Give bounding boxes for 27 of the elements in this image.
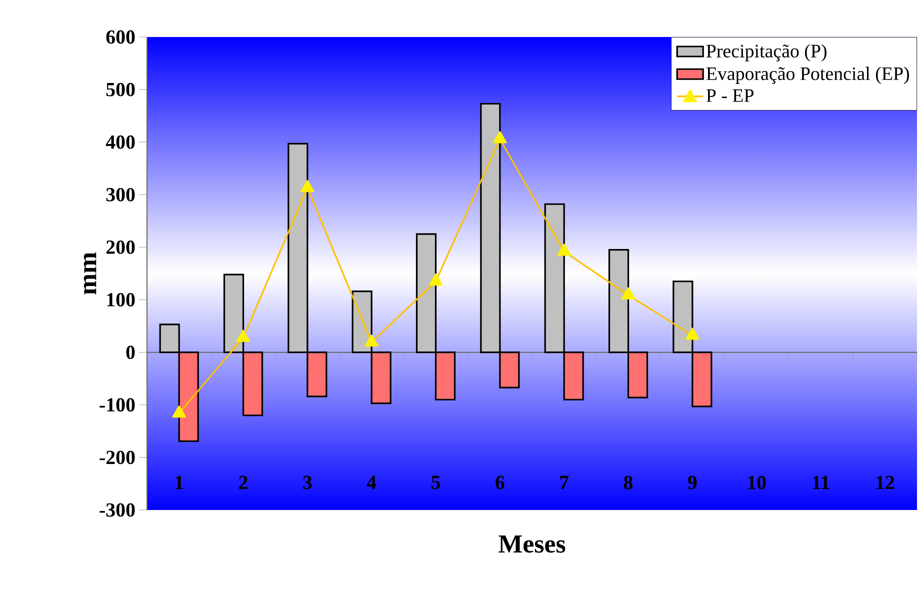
y-tick-label: 400 — [106, 135, 135, 149]
y-tick-label: -200 — [100, 450, 135, 464]
x-tick-label: 3 — [303, 476, 312, 490]
legend-label: P - EP — [706, 89, 754, 102]
x-tick-label: 7 — [560, 476, 569, 489]
legend-label: Precipitação (P) — [706, 44, 826, 62]
x-tick-label: 12 — [876, 476, 894, 490]
x-tick-label: 2 — [239, 476, 248, 490]
y-tick-label: 500 — [106, 82, 135, 96]
y-tick-label: 0 — [126, 346, 135, 360]
y-tick-label: -300 — [100, 503, 135, 517]
y-tick-label: 100 — [107, 293, 135, 306]
x-tick-label: 9 — [688, 476, 697, 490]
x-axis-title: Meses — [498, 535, 566, 553]
y-tick-label: 200 — [106, 240, 135, 254]
x-tick-label: 5 — [432, 476, 440, 490]
x-tick-label: 4 — [366, 476, 376, 489]
y-tick-label: -100 — [100, 398, 135, 412]
x-tick-label: 1 — [176, 476, 184, 489]
x-tick-label: 11 — [812, 476, 830, 489]
x-tick-label: 10 — [748, 476, 766, 490]
legend-label: Evaporação Potencial (EP) — [706, 66, 909, 84]
y-axis-title: mm — [84, 252, 96, 294]
y-tick-label: 300 — [106, 188, 135, 202]
y-tick-label: 600 — [106, 30, 135, 44]
x-tick-label: 8 — [624, 476, 633, 490]
x-tick-label: 6 — [496, 476, 504, 490]
